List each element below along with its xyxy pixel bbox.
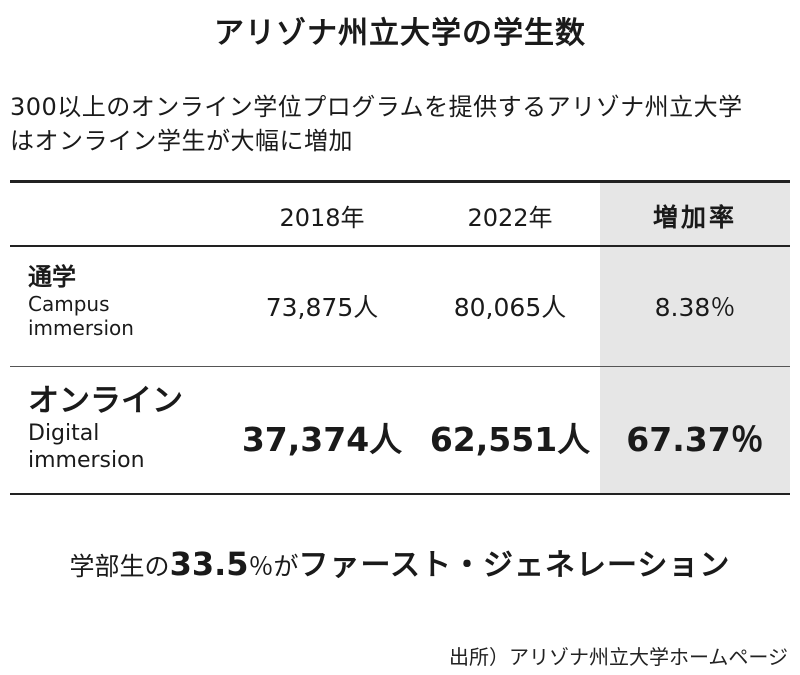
subtitle-line-1: 300以上のオンライン学位プログラムを提供するアリゾナ州立大学 (10, 93, 743, 121)
note-number: 33.5 (169, 545, 249, 583)
header-2018: 2018年 (279, 204, 365, 232)
note-mid: ％が (248, 552, 299, 581)
campus-2018-value: 73,875人 (265, 293, 379, 322)
campus-growth-rate: 8.38％ (654, 293, 736, 322)
row-label-en-2: immersion (28, 316, 134, 340)
online-growth-rate: 67.37％ (626, 420, 764, 459)
note-emphasis: ファースト・ジェネレーション (298, 548, 731, 583)
source-credit: 出所）アリゾナ州立大学ホームページ (449, 645, 788, 669)
row-label-campus: 通学 Campus immersion (28, 262, 134, 340)
subtitle: 300以上のオンライン学位プログラムを提供するアリゾナ州立大学 はオンライン学生… (10, 90, 795, 158)
table-bottom-rule (10, 493, 790, 495)
header-2022: 2022年 (467, 204, 553, 232)
note-prefix: 学部生の (69, 552, 170, 581)
campus-2022-value: 80,065人 (453, 293, 567, 322)
table-header-rule (10, 245, 790, 247)
header-growth-rate: 増加率 (652, 203, 737, 232)
online-2018-value: 37,374人 (241, 420, 403, 459)
student-table: 2018年 2022年 増加率 通学 Campus immersion 73,8… (10, 180, 790, 496)
row-label-online: オンライン Digital immersion (28, 382, 183, 474)
row-label-jp: オンライン (28, 383, 183, 419)
page-title: アリゾナ州立大学の学生数 (214, 16, 586, 51)
online-2022-value: 62,551人 (429, 420, 591, 459)
row-label-en-2: immersion (28, 448, 145, 473)
table-row-divider (10, 366, 790, 367)
growth-rate-column-highlight (600, 183, 790, 493)
first-generation-note: 学部生の33.5％がファースト・ジェネレーション (0, 540, 800, 584)
row-label-en-1: Digital (28, 421, 100, 446)
subtitle-line-2: はオンライン学生が大幅に増加 (10, 127, 353, 155)
table-top-rule (10, 180, 790, 183)
row-label-jp: 通学 (28, 263, 76, 291)
row-label-en-1: Campus (28, 292, 110, 316)
